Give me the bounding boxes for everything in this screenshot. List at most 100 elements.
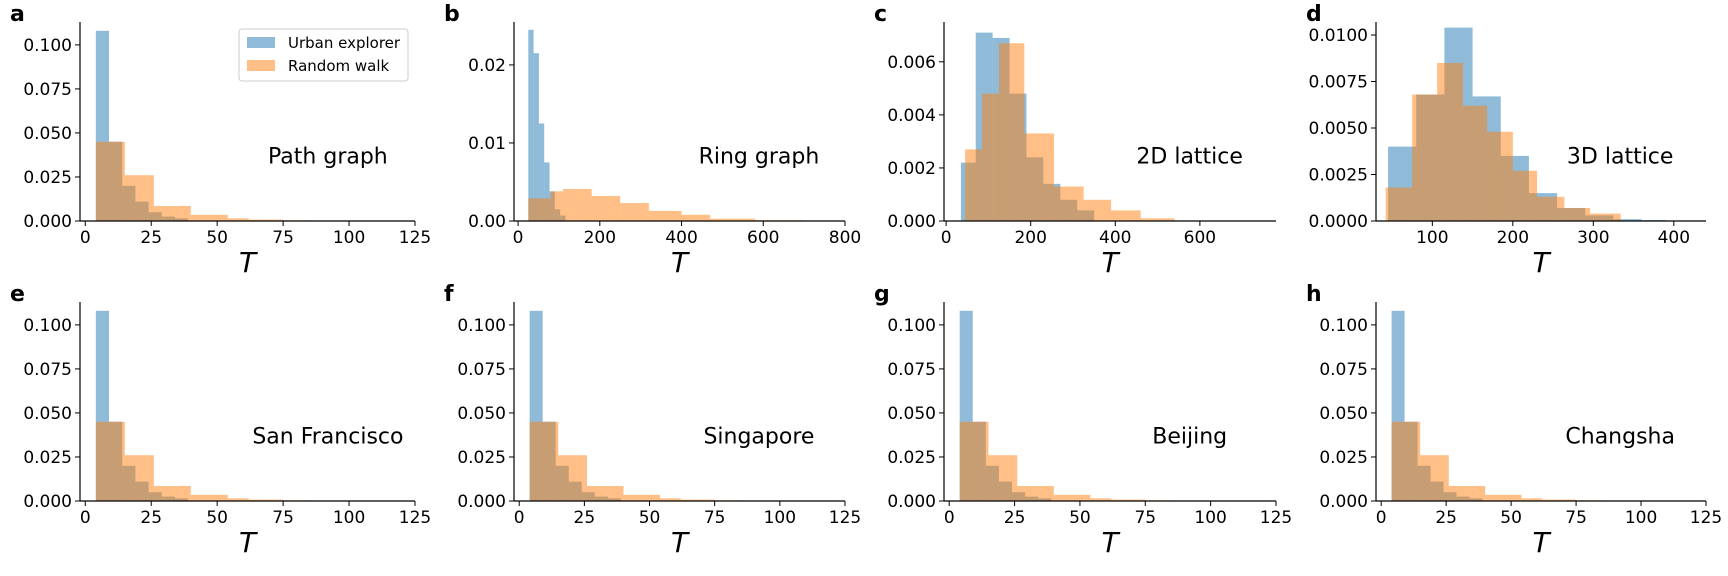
bar-random: [659, 498, 681, 501]
bar-random: [153, 206, 191, 221]
x-tick-label: 125: [829, 508, 861, 528]
x-tick-label: 75: [1565, 508, 1587, 528]
panel-annotation: 2D lattice: [1136, 144, 1243, 169]
bar-random: [1024, 133, 1054, 221]
x-tick-label: 25: [1435, 508, 1457, 528]
bar-random: [982, 93, 999, 221]
bar-random: [586, 486, 624, 501]
x-tick-label: 25: [140, 228, 162, 248]
y-tick-label: 0.100: [23, 36, 72, 56]
bar-random: [620, 203, 649, 221]
x-tick-label: 0: [514, 508, 525, 528]
x-axis-label: T: [671, 246, 690, 279]
x-tick-label: 125: [399, 228, 431, 248]
x-tick-label: 75: [704, 508, 726, 528]
bar-random: [1437, 62, 1463, 221]
panel-annotation: Changsha: [1565, 424, 1675, 449]
y-tick-label: 0.050: [887, 404, 936, 424]
panel-letter: d: [1306, 2, 1322, 27]
y-tick-label: 0.000: [887, 212, 936, 232]
y-tick-label: 0.075: [457, 360, 506, 380]
y-tick-label: 0.0000: [1309, 212, 1368, 232]
bar-random: [1462, 105, 1488, 221]
bar-random: [1487, 131, 1513, 221]
bar-random: [710, 218, 756, 221]
y-tick-label: 0.000: [457, 492, 506, 512]
x-tick-label: 100: [1194, 508, 1226, 528]
panel-e: 0 25 50 75 100 125 0.000 0.025 0.050 0.075 0.100 Te…: [10, 282, 431, 559]
x-tick-label: 0: [513, 228, 524, 248]
x-tick-label: 100: [1416, 228, 1448, 248]
bar-random: [1448, 486, 1486, 501]
x-axis-label: T: [671, 526, 690, 559]
x-tick-label: 25: [1004, 508, 1026, 528]
y-tick-label: 0.025: [457, 448, 506, 468]
bar-random: [648, 210, 682, 221]
y-tick-label: 0.000: [887, 492, 936, 512]
panel-annotation: Beijing: [1152, 424, 1227, 449]
x-tick-label: 600: [1184, 228, 1216, 248]
bar-random: [124, 175, 154, 221]
x-tick-label: 400: [1658, 228, 1690, 248]
bar-urban: [538, 123, 545, 221]
bar-random: [1083, 199, 1112, 221]
bar-random: [563, 189, 592, 221]
panel-letter: a: [10, 2, 25, 27]
panel-letter: e: [10, 282, 25, 307]
y-tick-label: 0.000: [1319, 492, 1368, 512]
bar-random: [227, 218, 249, 221]
x-tick-label: 300: [1577, 228, 1609, 248]
bar-random: [1536, 196, 1565, 221]
panel-letter: b: [444, 2, 460, 27]
y-tick-label: 0.02: [468, 56, 506, 76]
panel-b: 0 200 400 600 800 0.00 0.01 0.02 Tb Ring graph: [444, 2, 861, 279]
bar-random: [1485, 494, 1522, 501]
panel-letter: g: [874, 282, 890, 307]
x-tick-label: 0: [941, 228, 952, 248]
x-tick-label: 400: [1099, 228, 1131, 248]
legend: Urban explorer Random walk: [238, 28, 409, 82]
y-tick-label: 0.075: [1319, 360, 1368, 380]
x-axis-label: T: [1532, 246, 1551, 279]
x-tick-label: 75: [272, 508, 294, 528]
y-tick-label: 0.050: [23, 404, 72, 424]
bar-random: [1521, 498, 1543, 501]
panel-g: 0 25 50 75 100 125 0.000 0.025 0.050 0.075 0.100 Tg…: [874, 282, 1292, 559]
bar-random: [1017, 486, 1054, 501]
y-tick-label: 0.0050: [1309, 119, 1368, 139]
x-tick-label: 50: [206, 508, 228, 528]
y-tick-label: 0.050: [1319, 404, 1368, 424]
x-tick-label: 125: [1260, 508, 1292, 528]
x-tick-label: 125: [399, 508, 431, 528]
legend-swatch-urban: [247, 37, 275, 48]
y-tick-label: 0.100: [23, 316, 72, 336]
panel-f: 0 25 50 75 100 125 0.000 0.025 0.050 0.075 0.100 Tf…: [444, 282, 861, 559]
y-tick-label: 0.050: [23, 124, 72, 144]
bar-random: [550, 191, 564, 221]
bar-random: [190, 214, 228, 221]
bar-random: [1090, 498, 1112, 501]
y-tick-label: 0.01: [468, 134, 506, 154]
bar-random: [1564, 207, 1591, 221]
x-tick-label: 100: [764, 508, 796, 528]
x-tick-label: 600: [747, 228, 779, 248]
y-tick-label: 0.002: [887, 159, 936, 179]
legend-label-urban: Urban explorer: [288, 34, 401, 52]
y-tick-label: 0.004: [887, 106, 936, 126]
x-tick-label: 200: [1014, 228, 1046, 248]
x-tick-label: 400: [665, 228, 697, 248]
x-tick-label: 25: [574, 508, 596, 528]
x-tick-label: 125: [1690, 508, 1722, 528]
legend-swatch-random: [247, 60, 275, 71]
bar-random: [1412, 94, 1438, 221]
x-tick-label: 75: [1134, 508, 1156, 528]
bar-random: [153, 486, 191, 501]
y-tick-label: 0.025: [23, 168, 72, 188]
x-tick-label: 50: [206, 228, 228, 248]
bar-random: [1512, 170, 1537, 221]
x-tick-label: 800: [829, 228, 861, 248]
x-tick-label: 200: [1497, 228, 1529, 248]
x-tick-label: 100: [333, 508, 365, 528]
x-axis-label: T: [1101, 526, 1120, 559]
